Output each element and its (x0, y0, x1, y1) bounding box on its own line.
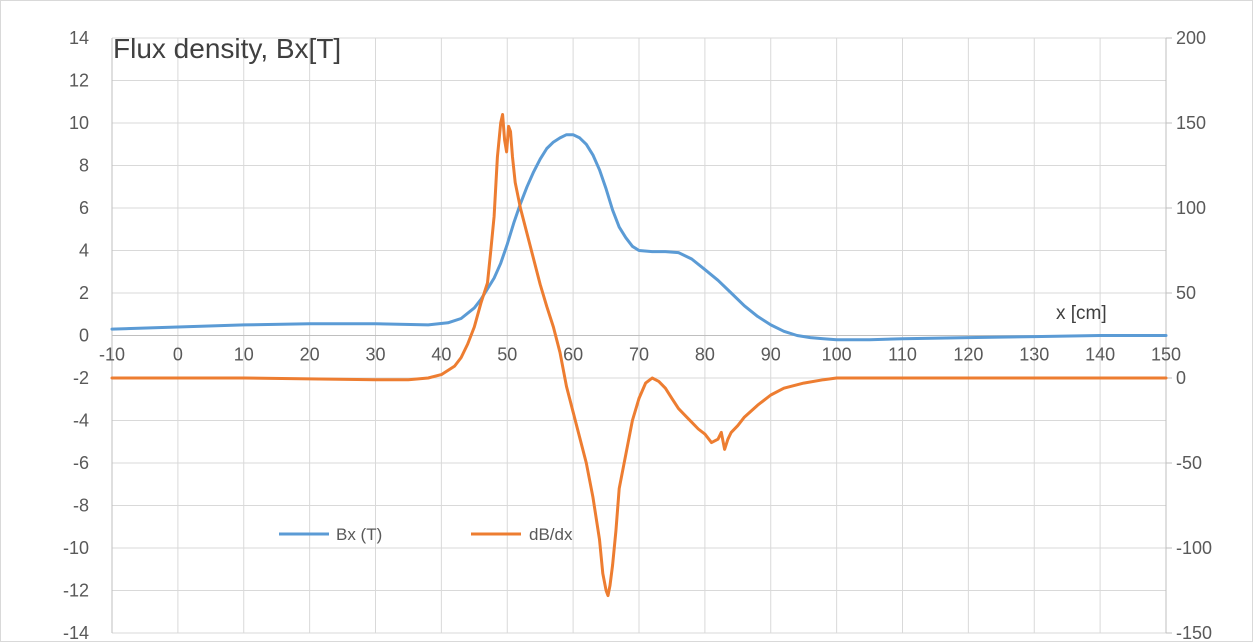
x-axis-label: x [cm] (1056, 303, 1107, 324)
x-tick-label: 40 (431, 345, 451, 365)
series-lines (110, 113, 1168, 598)
y-right-tick-label: 50 (1176, 283, 1196, 303)
x-tick-label: 120 (953, 345, 983, 365)
x-tick-label: 0 (173, 345, 183, 365)
y-right-tick-label: -100 (1176, 538, 1212, 558)
y-left-tick-label: 8 (79, 156, 89, 176)
x-tick-label: 50 (497, 345, 517, 365)
y-left-tick-label: -6 (73, 453, 89, 473)
legend: Bx (T) dB/dx (279, 525, 573, 544)
x-tick-label: 140 (1085, 345, 1115, 365)
y-right-tick-label: 100 (1176, 198, 1206, 218)
x-tick-label: 110 (888, 345, 917, 365)
y-left-tick-label: 10 (69, 113, 89, 133)
y-left-tick-label: 0 (79, 326, 89, 346)
x-tick-label: 130 (1019, 345, 1049, 365)
legend-label-bx: Bx (T) (336, 525, 382, 544)
x-tick-label: 60 (563, 345, 583, 365)
x-tick-label: 30 (365, 345, 385, 365)
y-left-tick-label: 14 (69, 28, 89, 48)
x-tick-label: 70 (629, 345, 649, 365)
y-left-tick-label: -2 (73, 368, 89, 388)
x-tick-label: 20 (300, 345, 320, 365)
y-left-tick-label: -12 (63, 581, 89, 601)
x-tick-label: 90 (761, 345, 781, 365)
x-tick-label: -10 (99, 345, 125, 365)
x-tick-label: 10 (234, 345, 254, 365)
y-left-tick-label: -4 (73, 411, 89, 431)
x-tick-label: 80 (695, 345, 715, 365)
y-left-tick-label: -10 (63, 538, 89, 558)
y-right-tick-label: 0 (1176, 368, 1186, 388)
y-left-tick-label: -8 (73, 496, 89, 516)
x-tick-label: 100 (822, 345, 852, 365)
legend-label-dbdx: dB/dx (529, 525, 573, 544)
x-tick-label: 150 (1151, 345, 1181, 365)
y-right-tick-label: 200 (1176, 28, 1206, 48)
axes (111, 37, 1172, 634)
y-left-tick-label: -14 (63, 623, 89, 641)
y-left-tick-label: 6 (79, 198, 89, 218)
y-left-tick-label: 12 (69, 71, 89, 91)
y-left-tick-label: 2 (79, 283, 89, 303)
y-left-tick-label: 4 (79, 241, 89, 261)
y-right-tick-label: 150 (1176, 113, 1206, 133)
y-right-tick-label: -150 (1176, 623, 1212, 641)
series-line-dbdx (110, 113, 1168, 598)
chart-title: Flux density, Bx[T] (113, 33, 341, 64)
y-right-tick-label: -50 (1176, 453, 1202, 473)
